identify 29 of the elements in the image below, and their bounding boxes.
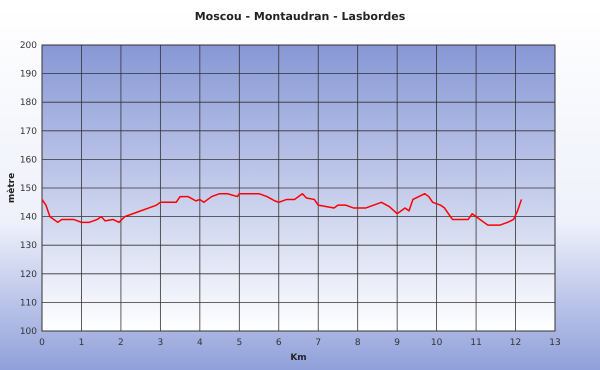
chart-title: Moscou - Montaudran - Lasbordes [194,10,406,23]
y-tick-label: 200 [20,41,38,51]
y-tick-label: 190 [20,70,38,80]
x-tick-label: 2 [118,338,124,348]
y-tick-label: 180 [20,98,38,108]
y-tick-label: 120 [20,270,38,280]
x-tick-label: 0 [39,338,46,348]
y-tick-label: 170 [20,126,38,137]
x-tick-label: 12 [510,338,522,348]
line-series [41,192,522,226]
x-tick-label: 13 [549,338,561,348]
x-tick-label: 10 [430,338,443,348]
x-tick-label: 4 [196,338,203,348]
x-tick-label: 1 [78,338,84,348]
y-tick-label: 160 [20,155,38,166]
x-tick-label: 3 [158,338,164,348]
y-tick-label: 130 [20,241,38,252]
y-tick-label: 100 [20,327,38,337]
x-tick-label: 5 [236,338,242,348]
x-tick-label: 6 [276,338,282,348]
y-tick-label: 140 [20,212,38,223]
y-axis-title: mètre [6,172,17,204]
x-tick-label: 7 [315,338,322,348]
x-tick-label: 9 [394,338,400,348]
y-tick-label: 110 [20,298,38,308]
x-tick-label: 8 [354,338,361,348]
y-tick-label: 150 [20,184,38,194]
x-tick-label: 11 [470,338,482,348]
x-axis-title: Km [290,353,307,363]
